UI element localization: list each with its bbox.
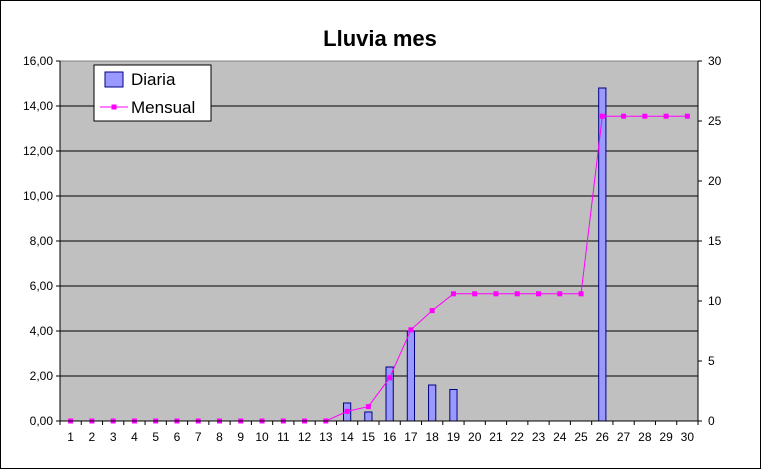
y-left-tick-label: 0,00 — [30, 414, 54, 428]
y-left-tick-label: 12,00 — [23, 144, 53, 158]
chart-title: Lluvia mes — [323, 26, 437, 51]
legend-mensual-marker — [111, 104, 117, 110]
bar-diaria — [364, 411, 373, 422]
x-tick-label: 27 — [617, 430, 631, 444]
x-tick-label: 11 — [277, 430, 290, 444]
y-left-tick-label: 6,00 — [30, 279, 54, 293]
x-tick-label: 22 — [511, 430, 525, 444]
y-right-tick-label: 20 — [708, 174, 722, 188]
point-mensual — [365, 404, 371, 410]
x-tick-label: 7 — [195, 430, 202, 444]
point-mensual — [663, 113, 669, 119]
y-left-tick-label: 8,00 — [30, 234, 54, 248]
legend-diaria-swatch — [104, 71, 124, 88]
y-right-tick-label: 25 — [708, 114, 722, 128]
x-tick-label: 5 — [152, 430, 159, 444]
y-left-tick-label: 16,00 — [23, 54, 53, 68]
x-tick-label: 15 — [362, 430, 376, 444]
point-mensual — [536, 291, 541, 297]
x-tick-label: 24 — [553, 430, 567, 444]
x-tick-label: 1 — [67, 430, 74, 444]
point-mensual — [450, 291, 456, 297]
x-tick-label: 21 — [489, 430, 503, 444]
y-right-tick-label: 10 — [708, 294, 722, 308]
point-mensual — [344, 408, 350, 414]
x-tick-label: 9 — [237, 430, 244, 444]
x-tick-label: 26 — [596, 430, 610, 444]
x-tick-label: 25 — [574, 430, 588, 444]
legend-diaria-label: Diaria — [131, 70, 176, 89]
y-left-tick-label: 2,00 — [30, 369, 54, 383]
x-tick-label: 10 — [255, 430, 269, 444]
x-tick-label: 18 — [425, 430, 439, 444]
x-tick-label: 4 — [131, 430, 138, 444]
point-mensual — [408, 327, 414, 333]
point-mensual — [472, 291, 478, 297]
legend: Diaria Mensual — [93, 64, 212, 122]
point-mensual — [578, 291, 584, 297]
x-tick-label: 14 — [340, 430, 354, 444]
x-tick-label: 19 — [447, 430, 461, 444]
bar-diaria — [449, 389, 458, 422]
bar-diaria — [406, 330, 416, 422]
point-mensual — [557, 291, 563, 297]
x-tick-label: 16 — [383, 430, 397, 444]
legend-mensual-label: Mensual — [131, 98, 195, 117]
point-mensual — [429, 308, 435, 314]
point-mensual — [493, 291, 499, 297]
y-left-tick-label: 10,00 — [23, 189, 53, 203]
y-left-tick-label: 14,00 — [23, 99, 53, 113]
y-right-tick-label: 15 — [708, 234, 722, 248]
y-right-tick-label: 5 — [708, 354, 715, 368]
point-mensual — [387, 375, 393, 381]
point-mensual — [514, 291, 520, 297]
x-tick-label: 28 — [638, 430, 652, 444]
point-mensual — [684, 113, 690, 119]
point-mensual — [642, 113, 648, 119]
x-tick-label: 17 — [404, 430, 418, 444]
x-tick-label: 20 — [468, 430, 482, 444]
x-tick-label: 29 — [659, 430, 673, 444]
x-tick-label: 3 — [110, 430, 117, 444]
y-right-tick-label: 30 — [708, 54, 722, 68]
bar-diaria — [428, 384, 437, 422]
x-tick-label: 6 — [174, 430, 181, 444]
y-right-tick-label: 0 — [708, 414, 715, 428]
y-left-tick-label: 4,00 — [30, 324, 54, 338]
x-tick-label: 2 — [89, 430, 96, 444]
axes: 0,00 2,00 4,00 6,00 8,00 10,00 12,00 14,00 16,00… — [23, 54, 722, 444]
x-tick-label: 8 — [216, 430, 223, 444]
x-tick-label: 23 — [532, 430, 546, 444]
point-mensual — [599, 113, 605, 119]
bar-diaria — [385, 366, 394, 422]
point-mensual — [621, 113, 627, 119]
x-tick-label: 13 — [319, 430, 333, 444]
x-tick-label: 12 — [298, 430, 312, 444]
x-tick-label: 30 — [681, 430, 695, 444]
